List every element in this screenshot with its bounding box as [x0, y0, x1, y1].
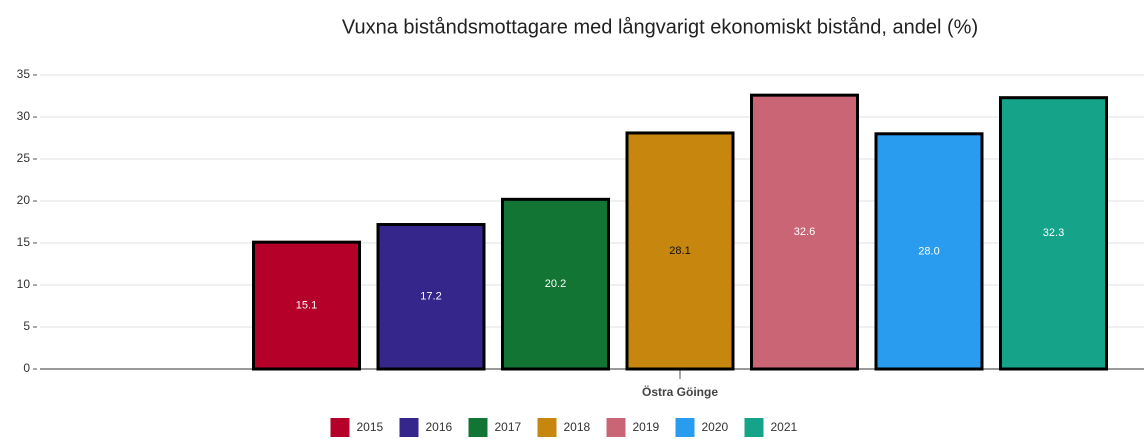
- value-label: 20.2: [545, 278, 566, 290]
- value-label: 32.6: [794, 226, 815, 238]
- legend-swatch: [744, 418, 764, 437]
- bar: [999, 96, 1108, 371]
- bar: [252, 240, 361, 371]
- bar: [376, 223, 486, 371]
- y-tick-label: 10: [17, 277, 31, 291]
- value-label: 32.3: [1043, 227, 1064, 239]
- legend-label: 2021: [771, 420, 798, 434]
- y-tick-label: 30: [17, 109, 31, 123]
- bar: [750, 93, 859, 371]
- legend-label: 2019: [633, 420, 660, 434]
- x-tick-label: Östra Göinge: [642, 384, 718, 399]
- legend-label: 2020: [702, 420, 729, 434]
- legend-label: 2016: [426, 420, 453, 434]
- y-tick-label: 5: [23, 319, 30, 333]
- chart-title: Vuxna biståndsmottagare med långvarigt e…: [342, 16, 978, 38]
- y-tick-label: 20: [17, 193, 31, 207]
- legend-swatch: [537, 418, 557, 437]
- legend-label: 2015: [357, 420, 384, 434]
- y-tick-label: 35: [17, 67, 31, 81]
- y-tick-label: 25: [17, 151, 31, 165]
- bar: [501, 197, 610, 371]
- bar: [874, 132, 984, 371]
- legend-swatch: [399, 418, 419, 437]
- y-tick-label: 15: [17, 235, 31, 249]
- y-tick-label: 0: [23, 361, 30, 375]
- value-label: 28.0: [918, 245, 939, 257]
- legend-swatch: [468, 418, 488, 437]
- bar: [625, 131, 735, 371]
- legend-swatch: [606, 418, 626, 437]
- legend-swatch: [330, 418, 350, 437]
- legend-label: 2017: [495, 420, 522, 434]
- legend-label: 2018: [564, 420, 591, 434]
- legend-swatch: [675, 418, 695, 437]
- value-label: 17.2: [420, 291, 441, 303]
- value-label: 15.1: [296, 299, 317, 311]
- value-label: 28.1: [669, 245, 690, 257]
